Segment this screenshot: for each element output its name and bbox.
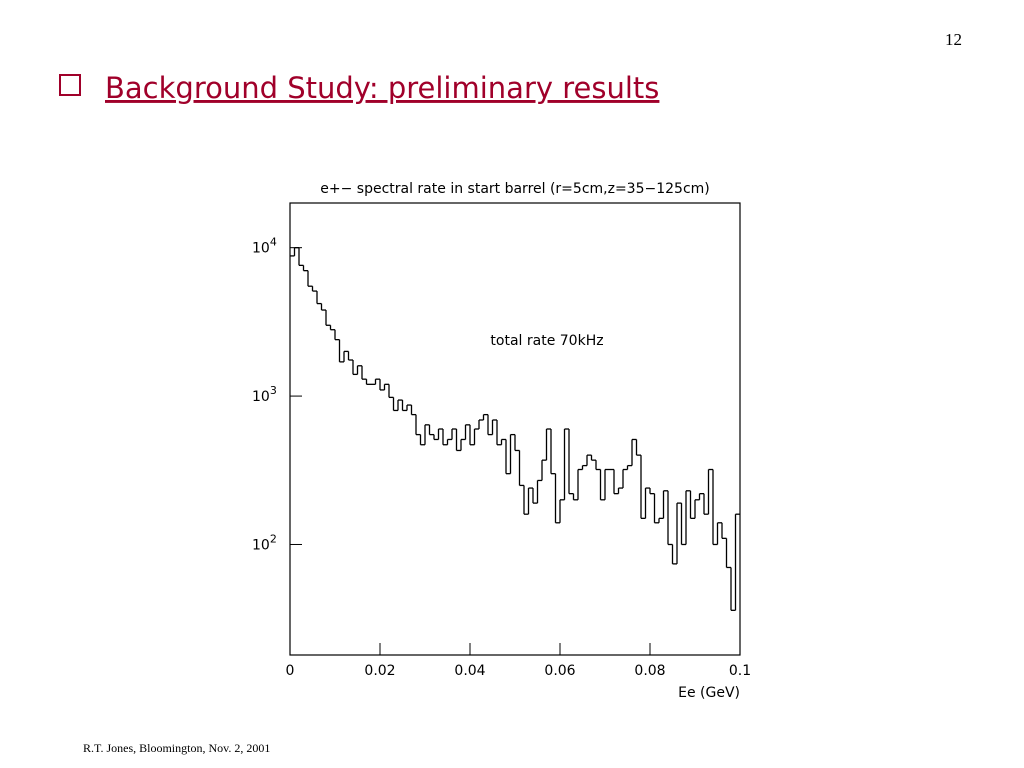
annotation: total rate 70kHz bbox=[490, 333, 603, 349]
slide-title: Background Study: preliminary results bbox=[105, 71, 659, 105]
slide-number: 12 bbox=[945, 30, 962, 49]
y-tick-label: 102 bbox=[252, 532, 277, 553]
y-tick-label: 103 bbox=[252, 384, 277, 405]
bullet-box bbox=[59, 74, 81, 96]
x-tick-label: 0.08 bbox=[634, 663, 665, 679]
x-tick-label: 0.02 bbox=[364, 663, 395, 679]
y-tick-label: 104 bbox=[252, 236, 277, 257]
chart-title: e+− spectral rate in start barrel (r=5cm… bbox=[320, 181, 710, 197]
chart: e+− spectral rate in start barrel (r=5cm… bbox=[252, 181, 751, 701]
slide-footer: R.T. Jones, Bloomington, Nov. 2, 2001 bbox=[83, 741, 270, 755]
x-tick-label: 0.1 bbox=[729, 663, 751, 679]
x-axis-label: Ee (GeV) bbox=[678, 685, 740, 701]
x-tick-label: 0 bbox=[286, 663, 295, 679]
x-tick-label: 0.04 bbox=[454, 663, 485, 679]
x-tick-label: 0.06 bbox=[544, 663, 575, 679]
plot-frame bbox=[289, 202, 741, 656]
